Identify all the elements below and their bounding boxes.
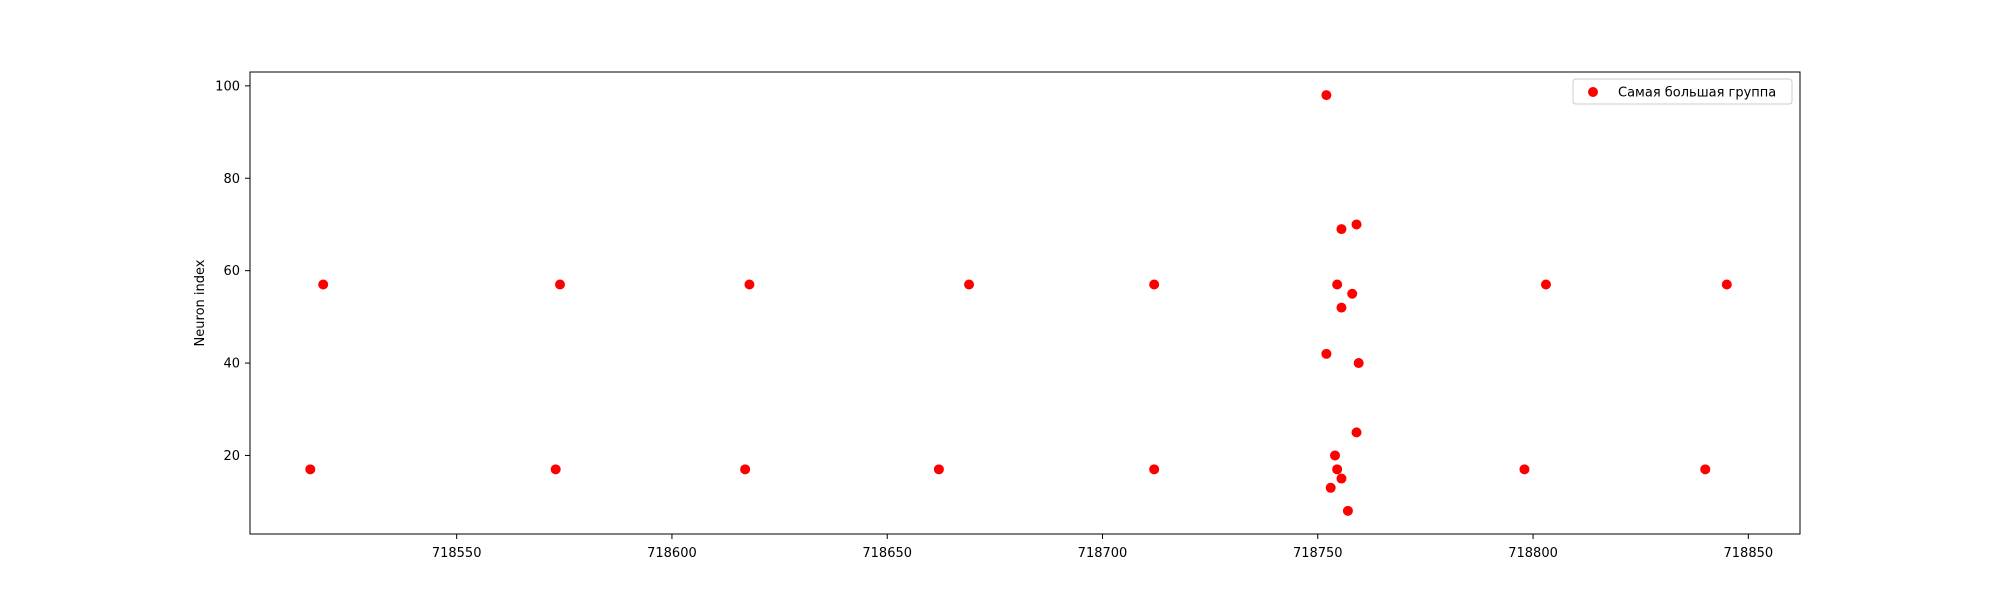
data-point <box>1321 348 1332 359</box>
data-point <box>1330 450 1340 461</box>
data-point <box>1332 464 1343 475</box>
y-tick-label: 20 <box>223 449 240 464</box>
data-point <box>555 279 565 290</box>
data-point <box>933 464 944 475</box>
x-axis: 718550 718600 718650 718700 718750 718800 7188… <box>432 534 1773 561</box>
x-tick-label: 718550 <box>432 546 482 561</box>
data-point <box>1342 505 1353 516</box>
data-point <box>740 464 751 475</box>
data-points <box>305 90 1732 516</box>
data-point <box>1353 358 1364 369</box>
x-tick-label: 718850 <box>1724 546 1774 561</box>
y-axis: 20 40 60 80 100 <box>215 79 250 464</box>
data-point <box>1325 482 1336 493</box>
x-tick-label: 718600 <box>647 546 697 561</box>
x-tick-label: 718750 <box>1293 546 1343 561</box>
data-point <box>1721 279 1732 290</box>
data-point <box>305 464 316 475</box>
data-point <box>1351 427 1362 438</box>
plot-area <box>250 72 1800 534</box>
data-point <box>1540 279 1551 290</box>
legend: Самая большая группа <box>1572 78 1793 105</box>
data-point <box>1336 302 1347 313</box>
y-tick-label: 60 <box>223 264 240 279</box>
data-point <box>1149 464 1160 475</box>
data-point <box>1336 473 1347 484</box>
data-point <box>318 279 329 290</box>
x-tick-label: 718700 <box>1078 546 1128 561</box>
legend-marker <box>1588 87 1598 97</box>
data-point <box>744 279 755 290</box>
y-tick-label: 40 <box>223 357 240 372</box>
x-tick-label: 718800 <box>1508 546 1558 561</box>
data-point <box>1519 464 1530 475</box>
y-tick-label: 80 <box>223 172 240 187</box>
plot-frame <box>249 71 1801 535</box>
data-point <box>1351 219 1362 230</box>
y-tick-label: 100 <box>215 79 240 94</box>
data-point <box>964 279 975 290</box>
data-point <box>1332 279 1343 290</box>
data-point <box>1321 90 1332 101</box>
x-tick-label: 718650 <box>862 546 912 561</box>
data-point <box>1336 224 1347 235</box>
y-axis-label: Neuron index <box>193 259 208 346</box>
data-point <box>1347 288 1358 299</box>
legend-label: Самая большая группа <box>1618 86 1776 101</box>
data-point <box>1700 464 1711 475</box>
data-point <box>550 464 561 475</box>
data-point <box>1149 279 1160 290</box>
legend-box <box>1572 78 1793 105</box>
